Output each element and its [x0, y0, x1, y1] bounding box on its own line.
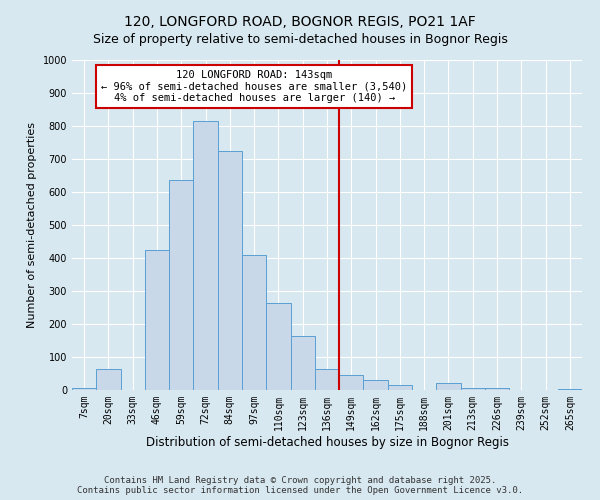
Bar [461, 388, 485, 390]
Bar [290, 336, 315, 390]
Text: 120 LONGFORD ROAD: 143sqm
← 96% of semi-detached houses are smaller (3,540)
4% o: 120 LONGFORD ROAD: 143sqm ← 96% of semi-… [101, 70, 407, 103]
Text: Contains HM Land Registry data © Crown copyright and database right 2025.
Contai: Contains HM Land Registry data © Crown c… [77, 476, 523, 495]
Bar [145, 250, 169, 390]
Bar [315, 368, 339, 390]
X-axis label: Distribution of semi-detached houses by size in Bognor Regis: Distribution of semi-detached houses by … [146, 436, 509, 448]
Bar [266, 302, 290, 390]
Bar [339, 375, 364, 390]
Text: Size of property relative to semi-detached houses in Bognor Regis: Size of property relative to semi-detach… [92, 32, 508, 46]
Bar [169, 180, 193, 390]
Bar [485, 388, 509, 390]
Bar [242, 254, 266, 390]
Bar [364, 380, 388, 390]
Bar [72, 388, 96, 390]
Text: 120, LONGFORD ROAD, BOGNOR REGIS, PO21 1AF: 120, LONGFORD ROAD, BOGNOR REGIS, PO21 1… [124, 15, 476, 29]
Bar [388, 385, 412, 390]
Bar [218, 151, 242, 390]
Bar [436, 384, 461, 390]
Y-axis label: Number of semi-detached properties: Number of semi-detached properties [27, 122, 37, 328]
Bar [193, 121, 218, 390]
Bar [96, 368, 121, 390]
